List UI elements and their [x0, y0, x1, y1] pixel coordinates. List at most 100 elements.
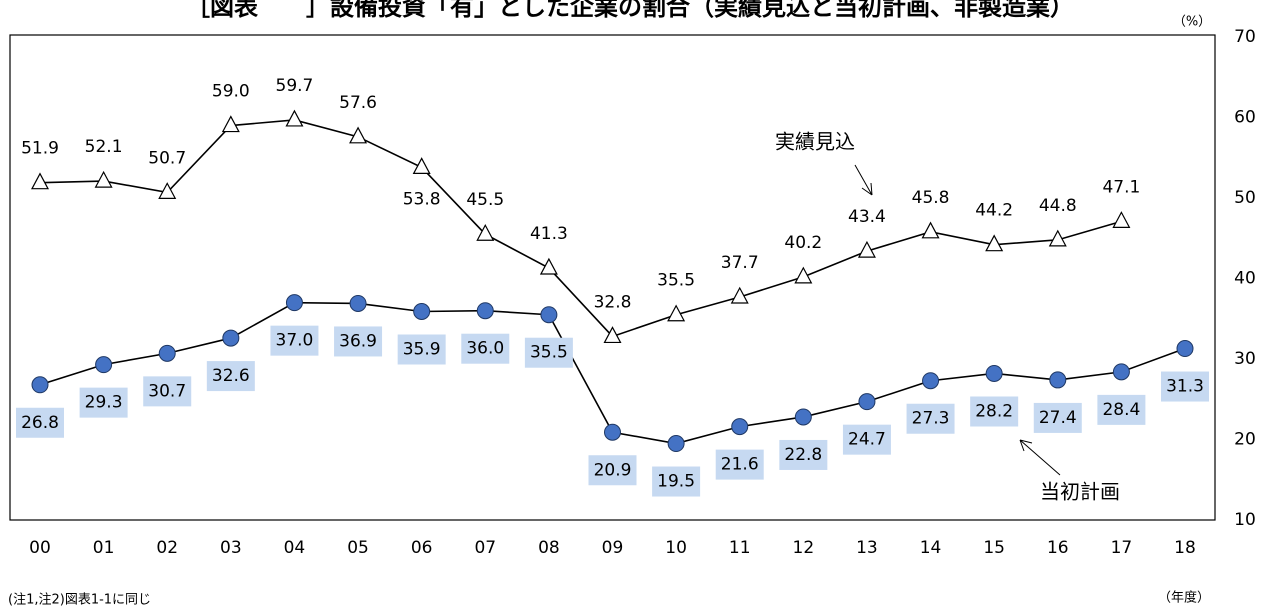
- data-label: 35.5: [657, 271, 695, 291]
- series-annotation: 実績見込: [775, 130, 855, 154]
- circle-marker: [794, 408, 812, 426]
- data-label: 27.4: [1039, 408, 1077, 428]
- circle-marker: [413, 303, 431, 321]
- data-label: 53.8: [403, 189, 441, 209]
- label-box: [206, 361, 255, 392]
- data-label: 22.8: [784, 445, 822, 465]
- data-label: 20.9: [594, 460, 632, 480]
- triangle-marker: [1048, 229, 1067, 247]
- data-label: 37.7: [721, 253, 759, 273]
- data-label: 24.7: [848, 430, 886, 450]
- label-box: [588, 455, 637, 486]
- note: (注1,注2)図表1-1に同じ: [8, 593, 151, 608]
- circle-marker: [731, 418, 749, 436]
- triangle-marker: [412, 157, 431, 175]
- x-tick-label: 13: [856, 538, 878, 558]
- label-box: [524, 337, 573, 368]
- data-label: 26.8: [21, 413, 59, 433]
- triangle-marker: [985, 234, 1004, 252]
- label-box: [842, 424, 891, 455]
- circle-marker: [667, 435, 685, 453]
- x-axis-label: （年度）: [1158, 590, 1210, 606]
- data-label: 28.2: [975, 401, 1013, 421]
- label-box: [1097, 394, 1146, 425]
- data-label: 45.5: [466, 190, 504, 210]
- annotation-arrow: [854, 164, 873, 196]
- triangle-marker: [921, 221, 940, 239]
- triangle-marker: [349, 126, 368, 144]
- chart-title: ［図表 ］設備投資「有」とした企業の割合（実績見込と当初計画、非製造業）: [186, 0, 1074, 21]
- x-tick-label: 12: [793, 538, 815, 558]
- series-line: [39, 119, 1122, 338]
- x-tick-label: 15: [983, 538, 1005, 558]
- x-tick-label: 10: [665, 538, 687, 558]
- label-box: [270, 325, 319, 356]
- data-label: 35.9: [403, 340, 441, 360]
- label-box: [143, 376, 192, 407]
- label-box: [779, 439, 828, 470]
- label-box: [1161, 371, 1209, 402]
- x-tick-label: 03: [220, 538, 242, 558]
- data-label: 47.1: [1102, 177, 1140, 197]
- label-box: [461, 333, 510, 364]
- data-label: 28.4: [1102, 400, 1140, 420]
- label-box: [334, 326, 383, 357]
- data-label: 52.1: [85, 137, 123, 157]
- triangle-marker: [285, 109, 304, 127]
- data-label: 36.9: [339, 331, 377, 351]
- series-annotation: 当初計画: [1040, 480, 1120, 504]
- triangle-marker: [1112, 211, 1131, 228]
- circle-marker: [476, 302, 494, 320]
- data-label: 45.8: [912, 188, 950, 208]
- triangle-marker: [857, 240, 876, 258]
- label-box: [652, 466, 701, 497]
- x-tick-label: 08: [538, 538, 560, 558]
- label-box: [16, 407, 64, 438]
- triangle-marker: [667, 304, 686, 322]
- label-box: [715, 449, 764, 480]
- y-tick-label: 20: [1234, 430, 1256, 450]
- x-tick-label: 14: [920, 538, 942, 558]
- label-box: [79, 387, 128, 418]
- circle-marker: [604, 423, 621, 441]
- data-label: 41.3: [530, 224, 568, 244]
- x-tick-label: 06: [411, 538, 433, 558]
- triangle-marker: [794, 266, 813, 284]
- x-tick-label: 02: [156, 538, 178, 558]
- triangle-marker: [539, 257, 558, 275]
- circle-marker: [222, 329, 240, 347]
- circle-marker: [285, 294, 303, 312]
- data-label: 35.5: [530, 343, 568, 363]
- data-label: 27.3: [912, 409, 950, 429]
- data-label: 50.7: [148, 148, 186, 168]
- circle-marker: [1112, 363, 1130, 381]
- y-tick-label: 40: [1234, 269, 1256, 289]
- label-box: [397, 334, 446, 365]
- circle-marker: [540, 306, 558, 324]
- circle-marker: [1176, 340, 1194, 358]
- circle-marker: [31, 376, 49, 394]
- data-label: 32.6: [212, 366, 250, 386]
- circle-marker: [158, 344, 176, 362]
- circle-marker: [1049, 371, 1067, 389]
- label-box: [1033, 402, 1082, 433]
- triangle-marker: [730, 286, 749, 304]
- unit-label: （%）: [1173, 15, 1211, 30]
- data-label: 30.7: [148, 381, 186, 401]
- triangle-marker: [94, 170, 113, 188]
- triangle-marker: [603, 326, 622, 344]
- y-tick-label: 10: [1234, 510, 1256, 530]
- x-tick-label: 04: [284, 538, 306, 558]
- data-label: 40.2: [784, 233, 822, 253]
- label-box: [970, 396, 1019, 427]
- data-label: 44.8: [1039, 196, 1077, 216]
- circle-marker: [985, 364, 1003, 382]
- data-label: 59.7: [276, 76, 314, 96]
- y-tick-label: 60: [1234, 108, 1256, 128]
- data-label: 43.4: [848, 207, 886, 227]
- x-tick-label: 09: [602, 538, 624, 558]
- x-tick-label: 05: [347, 538, 369, 558]
- data-label: 21.6: [721, 455, 759, 475]
- x-tick-label: 01: [93, 538, 115, 558]
